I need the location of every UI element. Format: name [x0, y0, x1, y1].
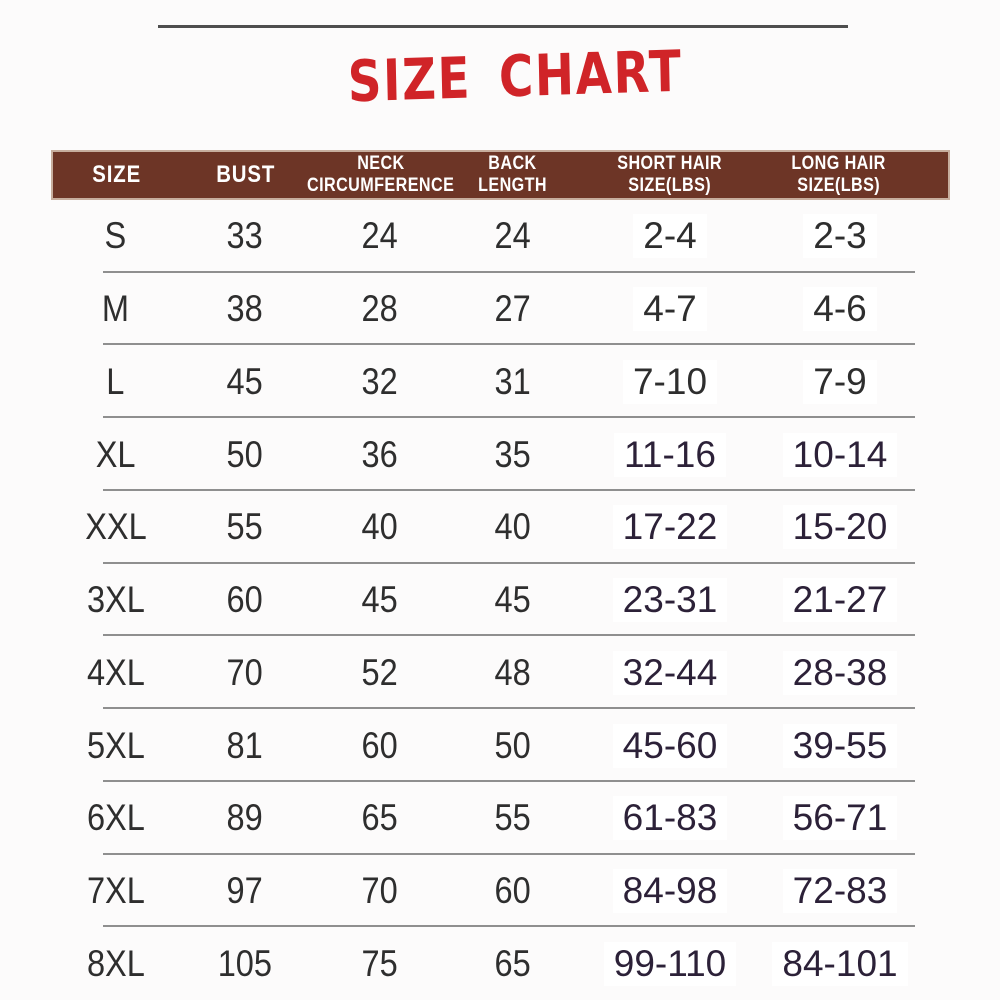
long-hair-size-cell: 84-101 — [765, 941, 915, 986]
size-cell: 7XL — [86, 869, 145, 911]
bust-cell: 89 — [226, 797, 264, 839]
bust-cell: 55 — [226, 506, 264, 548]
short-hair-size-cell: 45-60 — [575, 723, 765, 768]
neck-circumference-cell: 52 — [361, 651, 399, 693]
neck-circumference-cell: 40 — [361, 506, 399, 548]
size-cell: S — [104, 215, 127, 257]
header-neck-circumference: NECK CIRCUMFERENCE — [306, 153, 455, 196]
neck-circumference-cell: 36 — [361, 433, 399, 475]
bust-cell: 38 — [226, 288, 264, 330]
back-length-cell: 24 — [494, 215, 531, 257]
back-length-cell: 48 — [494, 651, 531, 693]
long-hair-size-cell: 4-6 — [765, 287, 915, 332]
back-length-cell: 27 — [494, 288, 531, 330]
short-hair-size-cell: 61-83 — [575, 796, 765, 841]
table-row: XL 50 36 35 11-16 10-14 — [51, 418, 950, 491]
size-cell: 6XL — [86, 797, 145, 839]
back-length-cell: 40 — [494, 506, 531, 548]
size-cell: XXL — [84, 506, 147, 548]
table-row: 3XL 60 45 45 23-31 21-27 — [51, 564, 950, 637]
size-cell: XL — [95, 433, 136, 475]
size-cell: L — [106, 360, 125, 402]
back-length-cell: 60 — [494, 869, 531, 911]
bust-cell: 33 — [226, 215, 264, 257]
table-body: S 33 24 24 2-4 2-3 M 38 28 27 4-7 4-6 L … — [51, 200, 950, 1000]
neck-circumference-cell: 65 — [361, 797, 399, 839]
long-hair-size-cell: 56-71 — [765, 796, 915, 841]
short-hair-size-cell: 99-110 — [575, 941, 765, 986]
short-hair-size-cell: 84-98 — [575, 868, 765, 913]
table-header-row: SIZE BUST NECK CIRCUMFERENCE BACK LENGTH… — [51, 150, 950, 200]
top-divider-line — [158, 25, 848, 28]
header-back-length: BACK LENGTH — [478, 153, 548, 196]
bust-cell: 97 — [226, 869, 264, 911]
size-cell: 3XL — [86, 579, 145, 621]
long-hair-size-cell: 72-83 — [765, 868, 915, 913]
back-length-cell: 65 — [494, 942, 531, 984]
long-hair-size-cell: 2-3 — [765, 214, 915, 259]
table-row: L 45 32 31 7-10 7-9 — [51, 345, 950, 418]
neck-circumference-cell: 24 — [361, 215, 399, 257]
page-title: SIZE CHART — [346, 38, 684, 116]
back-length-cell: 50 — [494, 724, 531, 766]
long-hair-size-cell: 15-20 — [765, 505, 915, 550]
neck-circumference-cell: 60 — [361, 724, 399, 766]
back-length-cell: 35 — [494, 433, 531, 475]
long-hair-size-cell: 28-38 — [765, 650, 915, 695]
short-hair-size-cell: 32-44 — [575, 650, 765, 695]
neck-circumference-cell: 28 — [361, 288, 399, 330]
header-size: SIZE — [92, 161, 142, 189]
back-length-cell: 45 — [494, 579, 531, 621]
table-row: 7XL 97 70 60 84-98 72-83 — [51, 855, 950, 928]
table-row: 4XL 70 52 48 32-44 28-38 — [51, 636, 950, 709]
long-hair-size-cell: 7-9 — [765, 359, 915, 404]
size-cell: M — [101, 288, 130, 330]
long-hair-size-cell: 39-55 — [765, 723, 915, 768]
header-short-hair-size: SHORT HAIR SIZE(LBS) — [616, 153, 722, 196]
table-row: M 38 28 27 4-7 4-6 — [51, 273, 950, 346]
back-length-cell: 31 — [494, 360, 531, 402]
long-hair-size-cell: 10-14 — [765, 432, 915, 477]
table-row: 8XL 105 75 65 99-110 84-101 — [51, 927, 950, 1000]
back-length-cell: 55 — [494, 797, 531, 839]
size-cell: 8XL — [86, 942, 145, 984]
header-long-hair-size: LONG HAIR SIZE(LBS) — [791, 153, 886, 196]
long-hair-size-cell: 21-27 — [765, 578, 915, 623]
neck-circumference-cell: 32 — [361, 360, 399, 402]
short-hair-size-cell: 23-31 — [575, 578, 765, 623]
short-hair-size-cell: 2-4 — [575, 214, 765, 259]
bust-cell: 70 — [226, 651, 264, 693]
short-hair-size-cell: 7-10 — [575, 359, 765, 404]
table-row: 6XL 89 65 55 61-83 56-71 — [51, 782, 950, 855]
bust-cell: 81 — [226, 724, 264, 766]
bust-cell: 45 — [226, 360, 264, 402]
header-bust: BUST — [216, 161, 276, 189]
size-cell: 4XL — [86, 651, 145, 693]
neck-circumference-cell: 45 — [361, 579, 399, 621]
title-container: SIZE CHART — [15, 39, 1000, 116]
table-row: XXL 55 40 40 17-22 15-20 — [51, 491, 950, 564]
bust-cell: 60 — [226, 579, 264, 621]
neck-circumference-cell: 75 — [361, 942, 399, 984]
bust-cell: 50 — [226, 433, 264, 475]
bust-cell: 105 — [217, 942, 273, 984]
short-hair-size-cell: 4-7 — [575, 287, 765, 332]
neck-circumference-cell: 70 — [361, 869, 399, 911]
short-hair-size-cell: 11-16 — [575, 432, 765, 477]
table-row: 5XL 81 60 50 45-60 39-55 — [51, 709, 950, 782]
size-chart-table: SIZE BUST NECK CIRCUMFERENCE BACK LENGTH… — [51, 150, 950, 1000]
size-cell: 5XL — [86, 724, 145, 766]
table-row: S 33 24 24 2-4 2-3 — [51, 200, 950, 273]
short-hair-size-cell: 17-22 — [575, 505, 765, 550]
